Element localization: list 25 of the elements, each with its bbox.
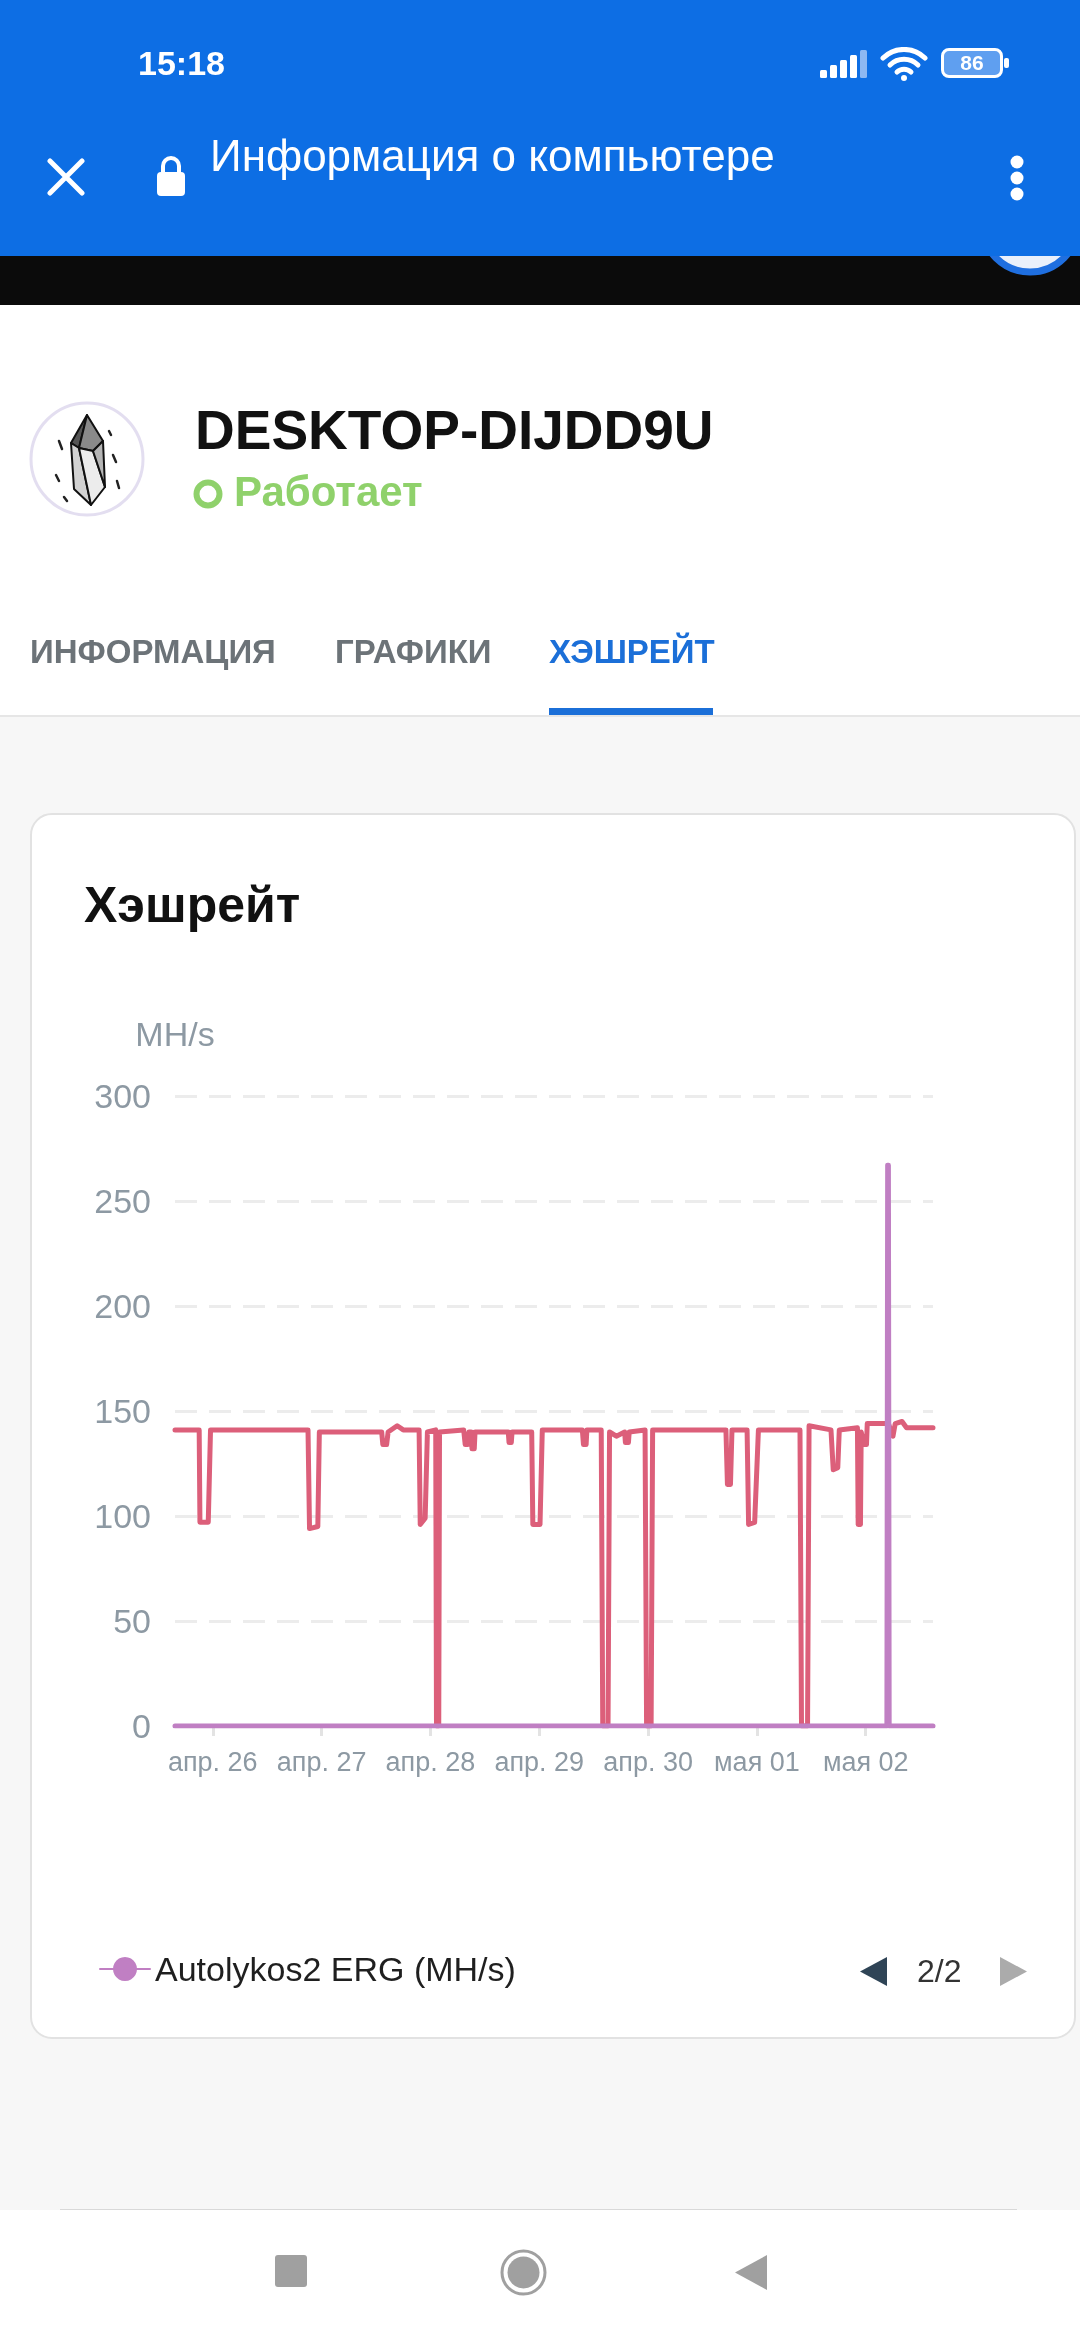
y-tick-label: 250 [94,1182,151,1220]
y-tick-label: 150 [94,1392,151,1430]
x-tick-label: апр. 28 [385,1746,476,1777]
chart-title: Хэшрейт [84,877,301,933]
text: 2/2 [917,1952,962,1991]
x-tick-label: мая 01 [714,1746,800,1777]
text: 15:18 [138,43,225,83]
y-axis-title: MH/s [135,1015,215,1053]
text: DESKTOP-DIJDD9U [195,398,714,462]
y-tick-label: 300 [94,1077,151,1115]
x-tick-label: апр. 29 [494,1746,585,1777]
y-tick-label: 0 [132,1707,151,1745]
text: ИНФОРМАЦИЯ [30,632,276,672]
text: ХЭШРЕЙТ [549,632,715,672]
text: ГРАФИКИ [335,632,492,672]
x-tick-label: апр. 27 [276,1746,367,1777]
text: Работает [234,467,423,517]
y-tick-label: 50 [113,1602,151,1640]
text: Информация о компьютере [210,130,775,182]
x-tick-label: апр. 26 [167,1746,258,1777]
x-tick-label: мая 02 [822,1746,909,1777]
legend-label: Autolykos2 ERG (MH/s) [155,1950,516,1988]
x-tick-label: апр. 30 [603,1746,693,1777]
y-tick-label: 100 [94,1497,151,1535]
y-tick-label: 200 [94,1287,151,1325]
